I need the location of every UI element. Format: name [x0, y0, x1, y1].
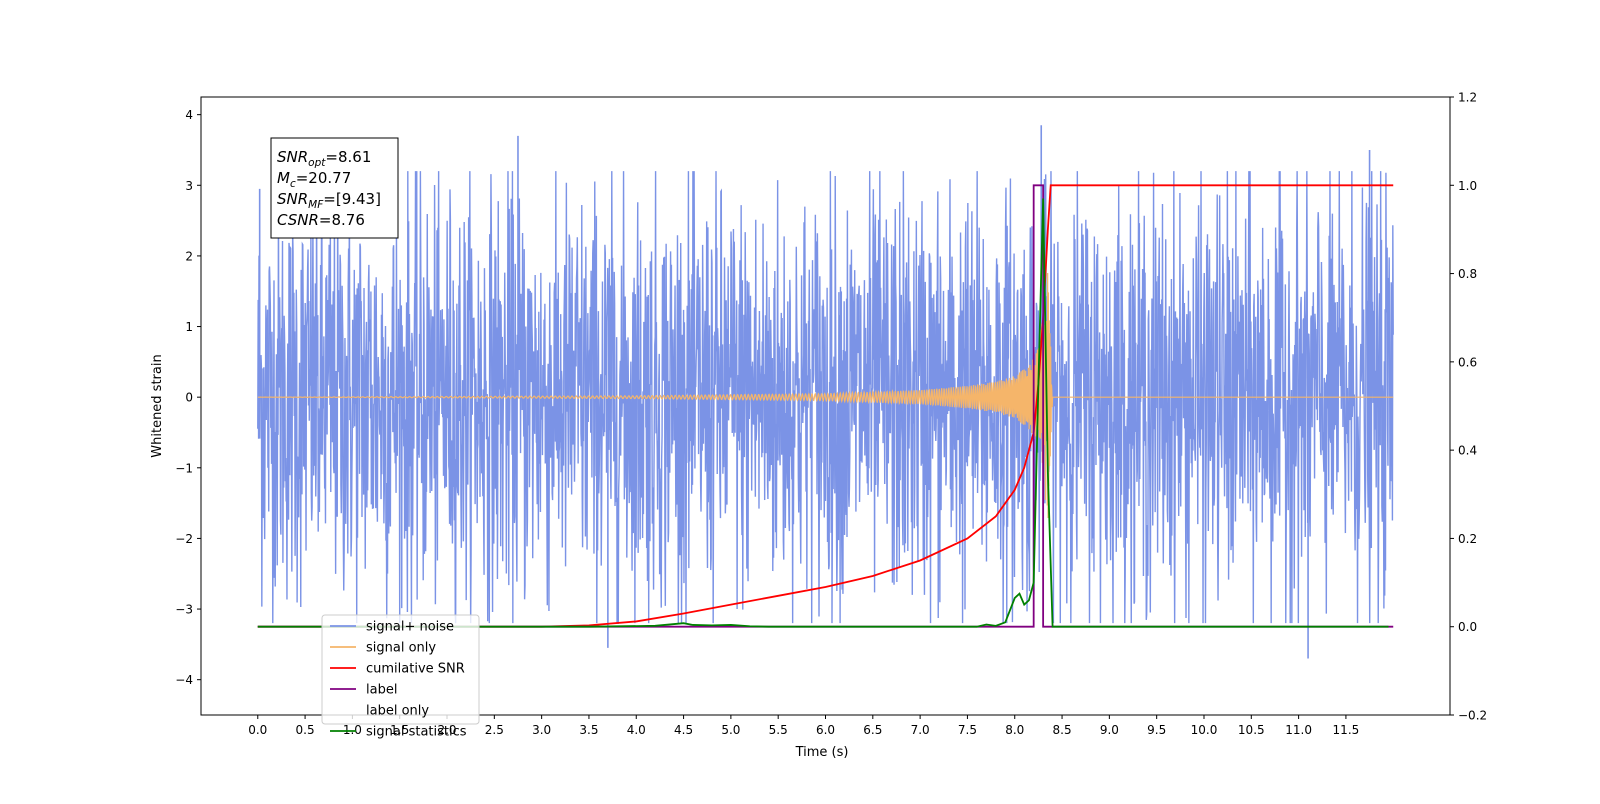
x-tick-label: 11.0 — [1285, 723, 1312, 737]
x-tick-label: 8.0 — [1005, 723, 1024, 737]
info-subscript: c — [290, 178, 296, 190]
x-tick-label: 5.0 — [721, 723, 740, 737]
x-axis-title: Time (s) — [795, 745, 849, 760]
x-tick-label: 7.5 — [958, 723, 977, 737]
legend-frame — [321, 614, 480, 725]
legend-label: signal statistics — [366, 725, 467, 740]
info-line: SNRMF=[9.43] — [277, 190, 381, 211]
y-left-tick-label: −1 — [175, 461, 193, 475]
x-tick-label: 0.0 — [248, 723, 267, 737]
legend-label: label — [366, 683, 397, 698]
x-axis: 0.0 0.5 1.0 1.5 2.0 2.5 3.0 3.5 4.0 4.5 5.0 5.5 6.0 6… — [248, 715, 1359, 737]
y-right-tick-label: 1.2 — [1458, 91, 1477, 105]
x-tick-label: 0.5 — [296, 723, 315, 737]
legend-label: cumilative SNR — [366, 662, 465, 677]
series-line-signal-noise — [257, 171, 1394, 624]
x-tick-label: 1.0 — [343, 723, 362, 737]
info-subscript: opt — [308, 157, 326, 169]
y-left-tick-label: 0 — [185, 391, 193, 405]
legend-label: signal+ noise — [366, 620, 454, 635]
y-left-tick-label: 2 — [185, 249, 193, 263]
x-tick-label: 5.5 — [769, 723, 788, 737]
info-line: SNRopt=8.61 — [277, 148, 371, 169]
x-tick-label: 3.0 — [532, 723, 551, 737]
y-right-tick-label: 1.0 — [1458, 179, 1477, 193]
y-right-tick-label: 0.2 — [1458, 532, 1477, 546]
info-symbol: SNR — [277, 148, 308, 166]
info-value: =[9.43] — [323, 190, 381, 208]
info-symbol: M — [277, 169, 290, 187]
series-layer — [257, 125, 1394, 659]
y-left-tick-label: 3 — [185, 179, 193, 193]
legend: signal+ noise signal only cumilative SNR la… — [321, 614, 480, 740]
info-box-frame — [270, 137, 399, 239]
y-left-tick-label: 1 — [185, 320, 193, 334]
y-axis-right: 1.2 1.0 0.8 0.6 0.4 0.2 0.0 −0.2 — [1450, 91, 1487, 723]
y-left-tick-label: −4 — [175, 673, 193, 687]
x-tick-label: 6.5 — [863, 723, 882, 737]
info-value: =8.61 — [325, 148, 371, 166]
info-line: Mc=20.77 — [277, 169, 351, 190]
x-tick-label: 7.0 — [911, 723, 930, 737]
y-axis-title: Whitened strain — [150, 354, 165, 457]
y-left-tick-label: −2 — [175, 532, 193, 546]
y-left-tick-label: 4 — [185, 108, 193, 122]
info-subscript: MF — [308, 199, 324, 211]
y-right-tick-label: 0.6 — [1458, 355, 1477, 369]
x-tick-label: 8.5 — [1053, 723, 1072, 737]
y-axis-left: 4 3 2 1 0 −1 −2 −3 −4 — [175, 108, 201, 687]
x-tick-label: 2.0 — [437, 723, 456, 737]
x-tick-label: 9.5 — [1147, 723, 1166, 737]
info-symbol: SNR — [277, 190, 308, 208]
x-tick-label: 10.0 — [1191, 723, 1218, 737]
series-line-signal-only — [257, 272, 1394, 519]
legend-label: label only — [366, 704, 429, 719]
info-value: =8.76 — [319, 211, 365, 229]
y-right-tick-label: 0.4 — [1458, 444, 1477, 458]
y-right-tick-label: −0.2 — [1458, 709, 1487, 723]
y-left-tick-label: −3 — [175, 603, 193, 617]
x-tick-label: 1.5 — [390, 723, 409, 737]
info-line: CSNR=8.76 — [277, 211, 365, 229]
x-tick-label: 4.0 — [627, 723, 646, 737]
y-right-tick-label: 0.0 — [1458, 620, 1477, 634]
y-right-tick-label: 0.8 — [1458, 267, 1477, 281]
x-tick-label: 11.5 — [1333, 723, 1360, 737]
series-line-signal-statistics — [257, 198, 1389, 628]
x-tick-label: 10.5 — [1238, 723, 1265, 737]
x-tick-label: 6.0 — [816, 723, 835, 737]
info-symbol: CSNR — [277, 211, 319, 229]
x-tick-label: 2.5 — [485, 723, 504, 737]
x-tick-label: 3.5 — [579, 723, 598, 737]
x-tick-label: 9.0 — [1100, 723, 1119, 737]
legend-label: signal only — [366, 641, 436, 656]
info-value: =20.77 — [296, 169, 352, 187]
x-tick-label: 4.5 — [674, 723, 693, 737]
